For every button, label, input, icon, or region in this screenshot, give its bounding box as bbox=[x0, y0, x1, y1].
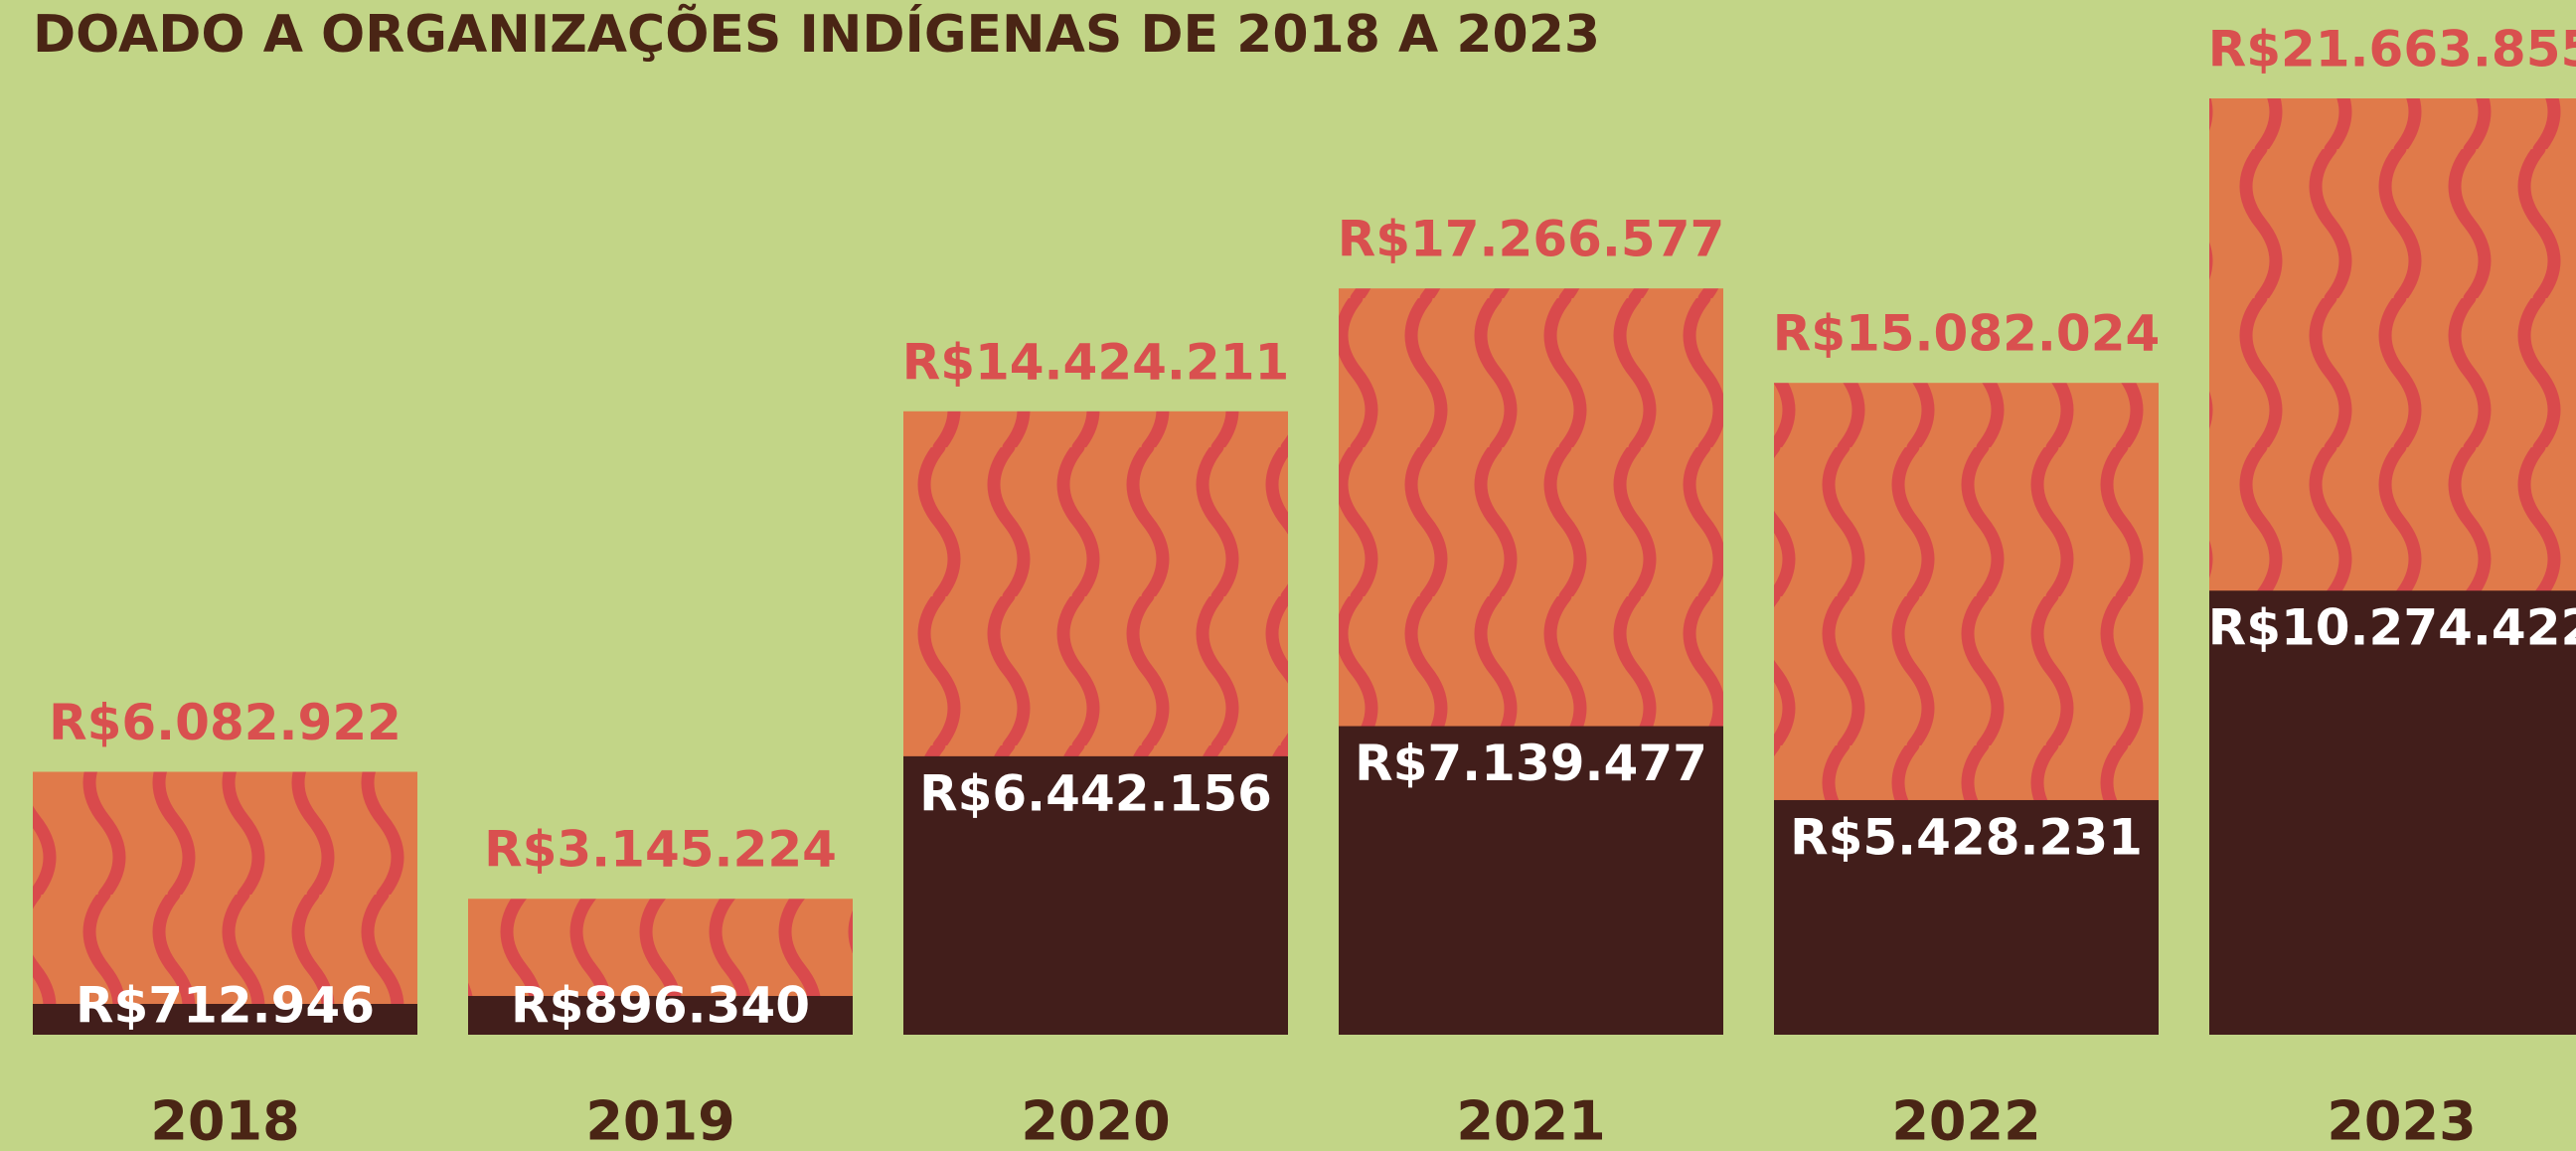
page: DOADO A ORGANIZAÇÕES INDÍGENAS DE 2018 A… bbox=[0, 0, 2576, 1151]
chart-title: DOADO A ORGANIZAÇÕES INDÍGENAS DE 2018 A… bbox=[33, 4, 1600, 65]
value-label: R$6.442.156 bbox=[919, 764, 1272, 822]
x-tick-label: 2021 bbox=[1456, 1090, 1605, 1151]
value-label: R$3.145.224 bbox=[484, 821, 837, 879]
value-label: R$15.082.024 bbox=[1773, 305, 2161, 363]
value-label: R$17.266.577 bbox=[1338, 211, 1725, 268]
x-tick-label: 2019 bbox=[585, 1090, 734, 1151]
x-tick-label: 2020 bbox=[1021, 1090, 1170, 1151]
value-label: R$14.424.211 bbox=[902, 333, 1290, 391]
value-label: R$5.428.231 bbox=[1790, 808, 2143, 866]
value-label: R$712.946 bbox=[76, 977, 375, 1035]
x-tick-label: 2023 bbox=[2327, 1090, 2476, 1151]
x-tick-label: 2018 bbox=[150, 1090, 299, 1151]
value-label: R$21.663.855 bbox=[2208, 21, 2576, 79]
x-tick-label: 2022 bbox=[1891, 1090, 2040, 1151]
value-label: R$6.082.922 bbox=[49, 694, 402, 751]
value-label: R$7.139.477 bbox=[1355, 735, 1707, 792]
chart: DOADO A ORGANIZAÇÕES INDÍGENAS DE 2018 A… bbox=[0, 0, 2576, 1151]
bar-part bbox=[2209, 590, 2576, 1035]
value-label: R$10.274.422 bbox=[2208, 599, 2576, 657]
value-label: R$896.340 bbox=[511, 977, 810, 1035]
